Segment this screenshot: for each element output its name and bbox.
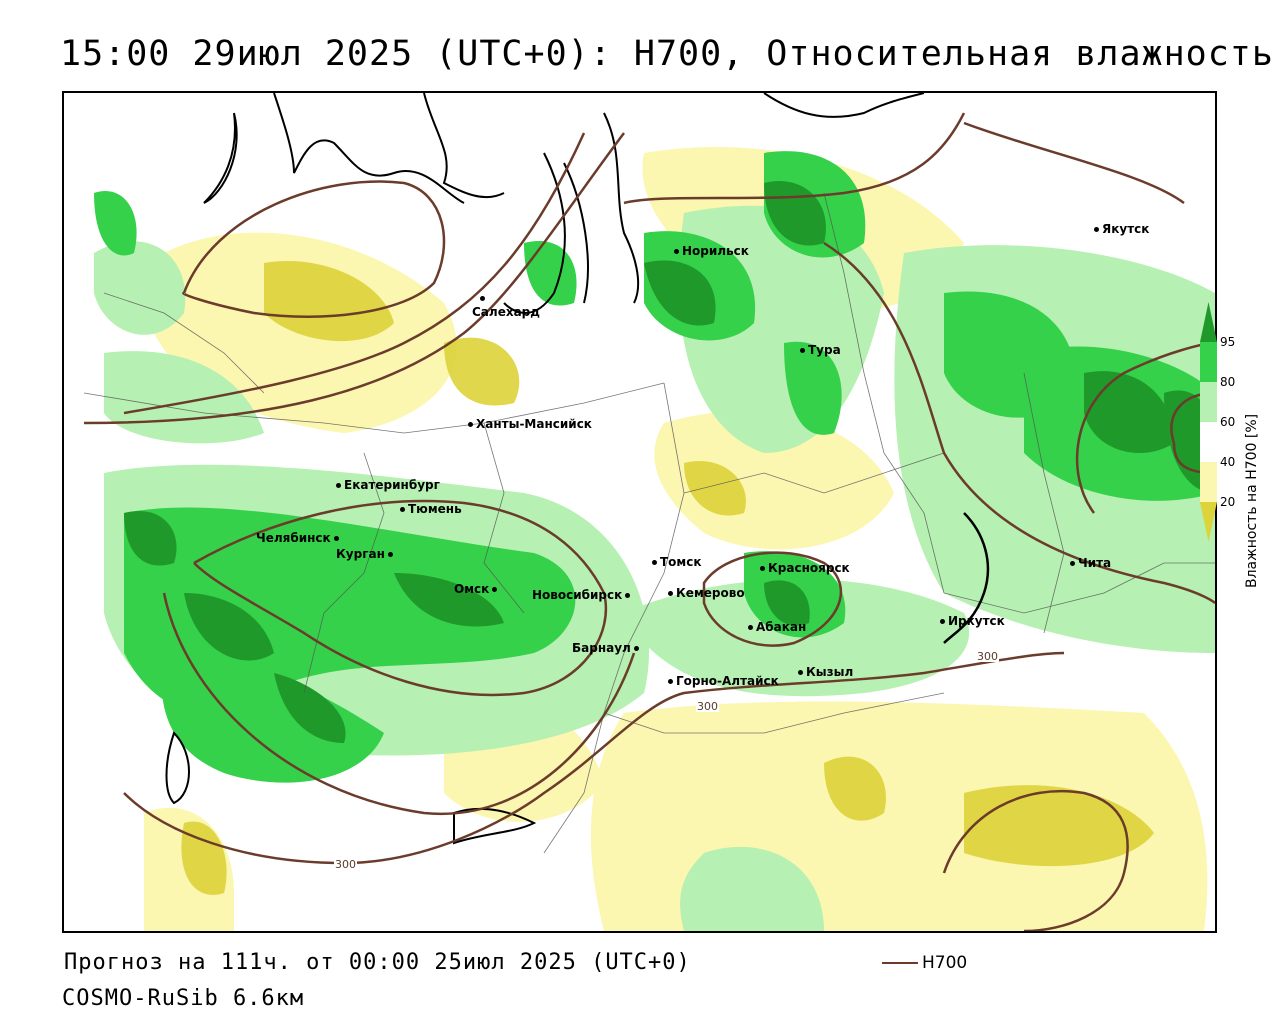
city-khanty-mansiysk: Ханты-Мансийск [468, 418, 592, 430]
city-dot [668, 591, 673, 596]
city-name: Чита [1078, 556, 1112, 570]
contour-label: 300 [696, 700, 719, 713]
city-dot [625, 593, 631, 598]
scale-tick: 95 [1220, 335, 1236, 349]
model-name: COSMO-RuSib 6.6км [62, 986, 305, 1011]
city-novosibirsk: Новосибирск [532, 589, 633, 601]
city-dot [760, 566, 765, 571]
city-krasnoyarsk: Красноярск [760, 562, 850, 574]
city-dot [652, 560, 657, 565]
city-dot [492, 587, 498, 592]
coastline [165, 93, 990, 845]
scale-tick: 20 [1220, 495, 1236, 509]
city-salekhard-label: Салехард [472, 306, 540, 318]
city-tomsk: Томск [652, 556, 702, 568]
city-kyzyl: Кызыл [798, 666, 853, 678]
city-name: Красноярск [768, 561, 850, 575]
city-name: Кемерово [676, 586, 745, 600]
city-name: Якутск [1102, 222, 1150, 236]
scale-segment-40-60 [1200, 422, 1217, 462]
contour-label: 300 [334, 858, 357, 871]
city-salekhard [480, 292, 488, 304]
city-dot [798, 670, 803, 675]
wet-areas [94, 151, 1215, 783]
city-name: Курган [336, 547, 385, 561]
city-name: Тюмень [408, 502, 462, 516]
city-name: Барнаул [572, 641, 631, 655]
city-kemerovo: Кемерово [668, 587, 745, 599]
city-yakutsk: Якутск [1094, 223, 1149, 235]
contour-label: 300 [976, 650, 999, 663]
city-dot [1094, 227, 1099, 232]
city-dot [336, 483, 341, 488]
city-dot [748, 625, 753, 630]
city-norilsk: Норильск [674, 245, 749, 257]
forecast-info: Прогноз на 111ч. от 00:00 25июл 2025 (UT… [64, 950, 691, 975]
city-name: Иркутск [948, 614, 1005, 628]
city-name: Тура [808, 343, 841, 357]
city-tura: Тура [800, 344, 841, 356]
city-name: Салехард [472, 305, 540, 319]
city-name: Кызыл [806, 665, 854, 679]
region-borders [83, 192, 1215, 854]
scale-segment-80-95 [1200, 342, 1217, 382]
city-dot [1070, 561, 1075, 566]
city-name: Челябинск [256, 531, 331, 545]
scale-segment-95-up [1200, 302, 1217, 342]
city-chelyabinsk: Челябинск [256, 532, 342, 544]
city-dot [800, 348, 805, 353]
map-canvas [83, 93, 1215, 931]
city-kurgan: Курган [336, 548, 396, 560]
city-dot [633, 646, 639, 651]
map-title: 15:00 29июл 2025 (UTC+0): H700, Относите… [60, 34, 1274, 74]
city-chita: Чита [1070, 557, 1111, 569]
city-name: Екатеринбург [344, 478, 440, 492]
city-dot [333, 536, 339, 541]
scale-tick: 80 [1220, 375, 1236, 389]
scale-title: Влажность на H700 [%] [1244, 413, 1260, 588]
city-dot [940, 619, 945, 624]
scale-tick: 60 [1220, 415, 1236, 429]
city-irkutsk: Иркутск [940, 615, 1005, 627]
city-dot [480, 296, 485, 301]
city-ekaterinburg: Екатеринбург [336, 479, 440, 491]
humidity-map: 300 300 300 Якутск Норильск Салехард Тур… [62, 91, 1217, 933]
scale-segment-60-80 [1200, 382, 1217, 422]
scale-segment-20-40 [1200, 462, 1217, 502]
contour-legend-line [882, 962, 918, 964]
city-tyumen: Тюмень [400, 503, 462, 515]
contour-legend-label: H700 [922, 953, 968, 973]
city-dot [674, 249, 679, 254]
city-dot [468, 422, 473, 427]
humidity-color-scale [1200, 302, 1217, 542]
city-gorno-altaysk: Горно-Алтайск [668, 675, 779, 687]
city-name: Абакан [756, 620, 807, 634]
city-name: Горно-Алтайск [676, 674, 779, 688]
city-name: Омск [454, 582, 490, 596]
city-abakan: Абакан [748, 621, 806, 633]
scale-segment-below-20 [1200, 502, 1217, 542]
city-barnaul: Барнаул [572, 642, 642, 654]
h700-contours [83, 112, 1215, 931]
city-dot [400, 507, 405, 512]
city-omsk: Омск [454, 583, 500, 595]
city-dot [668, 679, 673, 684]
scale-tick: 40 [1220, 455, 1236, 469]
city-dot [387, 552, 393, 557]
city-name: Новосибирск [532, 588, 623, 602]
very-dry-areas [181, 261, 1154, 895]
city-name: Норильск [682, 244, 749, 258]
city-name: Томск [660, 555, 702, 569]
city-name: Ханты-Мансийск [476, 417, 592, 431]
